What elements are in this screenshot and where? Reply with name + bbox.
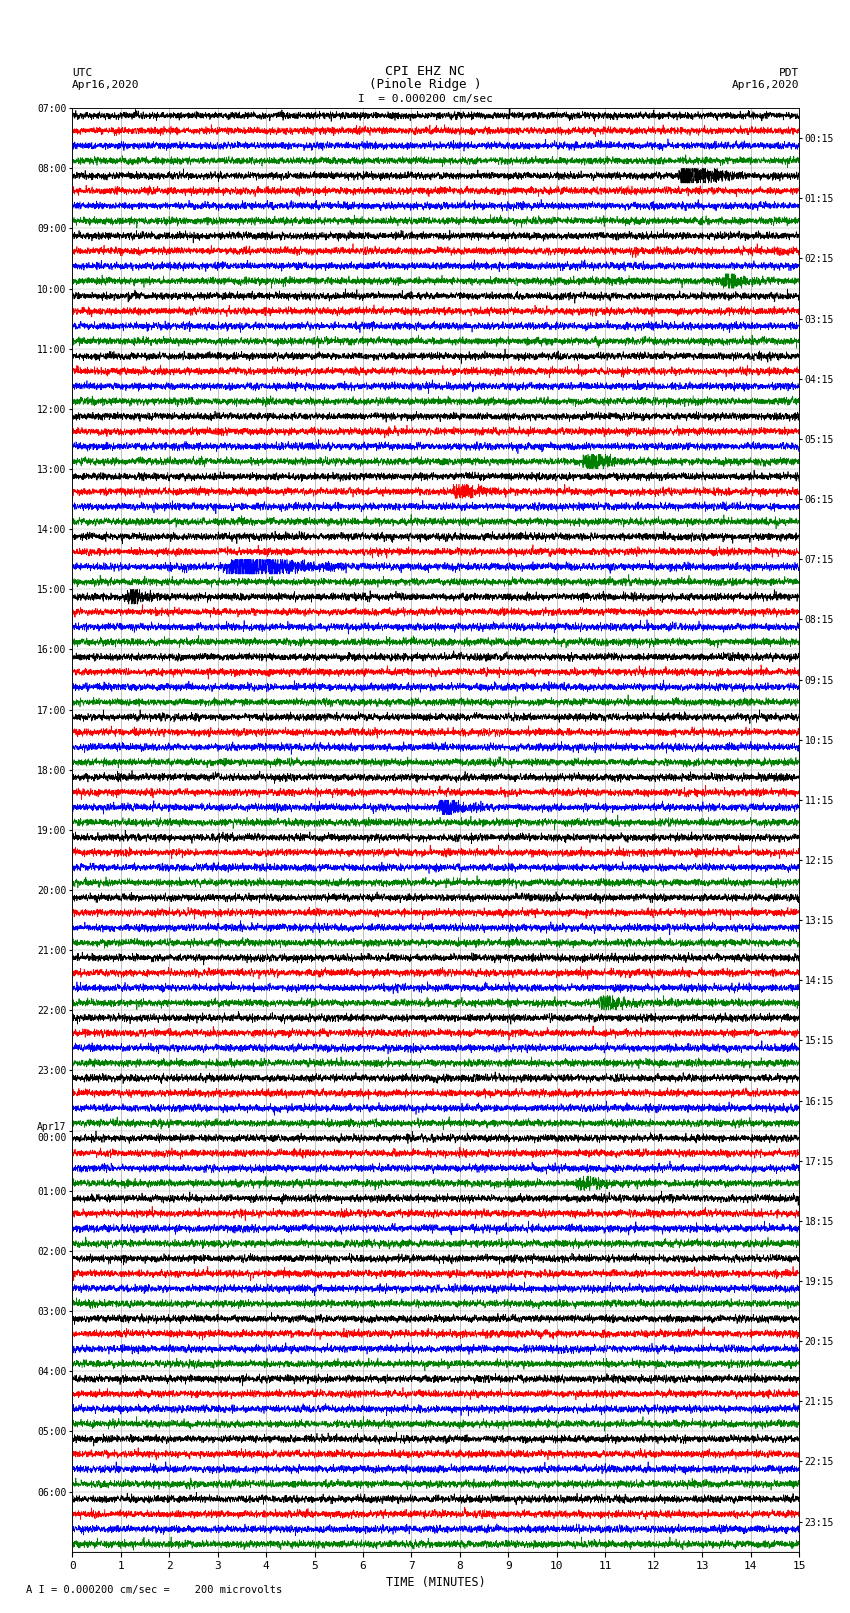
X-axis label: TIME (MINUTES): TIME (MINUTES) (386, 1576, 485, 1589)
Text: I  = 0.000200 cm/sec: I = 0.000200 cm/sec (358, 94, 492, 105)
Text: A I = 0.000200 cm/sec =    200 microvolts: A I = 0.000200 cm/sec = 200 microvolts (26, 1586, 281, 1595)
Text: UTC: UTC (72, 68, 93, 77)
Text: Apr16,2020: Apr16,2020 (72, 79, 139, 90)
Text: Apr16,2020: Apr16,2020 (732, 79, 799, 90)
Text: PDT: PDT (779, 68, 799, 77)
Text: (Pinole Ridge ): (Pinole Ridge ) (369, 77, 481, 90)
Text: CPI EHZ NC: CPI EHZ NC (385, 65, 465, 77)
